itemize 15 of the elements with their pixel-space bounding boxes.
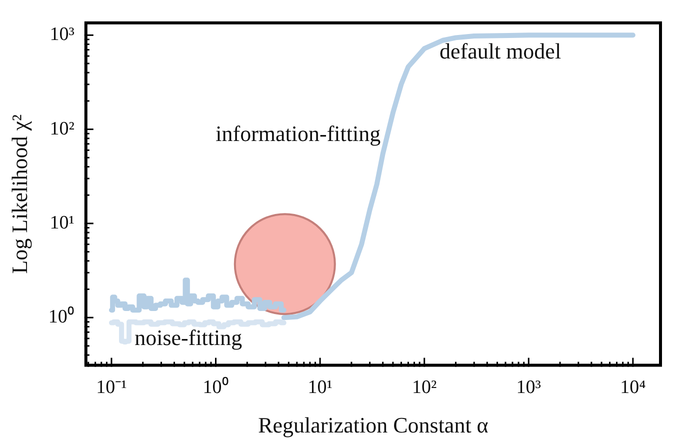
y-tick-label: 10²: [50, 118, 75, 140]
x-tick-label: 10⁻¹: [96, 377, 128, 398]
x-tick-label: 10¹: [308, 377, 333, 398]
x-axis-title: Regularization Constant α: [258, 412, 489, 438]
x-tick-label: 10³: [516, 377, 542, 398]
x-tick-label: 10⁰: [202, 376, 229, 398]
annotation: information-fitting: [216, 121, 381, 146]
x-tick-label: 10⁴: [620, 377, 646, 398]
y-axis-title: Log Likelihood χ²: [6, 114, 32, 274]
y-tick-label: 10¹: [50, 212, 75, 234]
x-tick-label: 10²: [412, 377, 437, 398]
y-tick-label: 10³: [50, 24, 75, 46]
y-tick-label: 10⁰: [48, 306, 74, 328]
annotation: noise-fitting: [134, 324, 242, 350]
annotation: default model: [439, 38, 562, 64]
